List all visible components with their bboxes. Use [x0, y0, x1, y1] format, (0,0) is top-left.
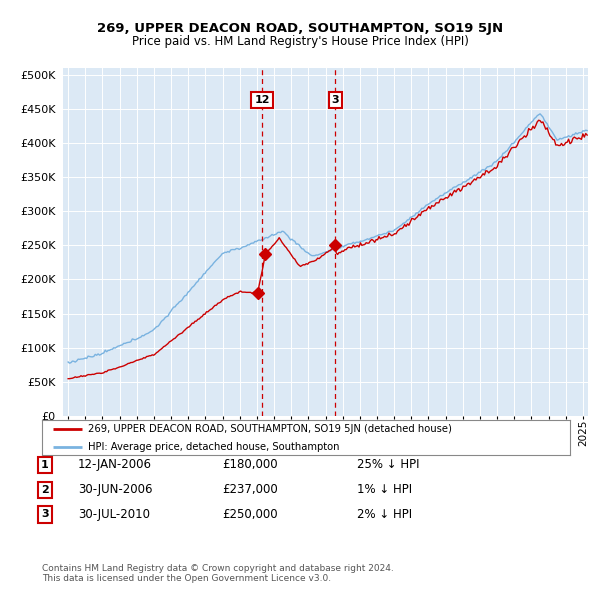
Text: 1% ↓ HPI: 1% ↓ HPI — [357, 483, 412, 496]
Text: 12: 12 — [254, 95, 270, 105]
Text: 30-JUL-2010: 30-JUL-2010 — [78, 508, 150, 521]
Text: 269, UPPER DEACON ROAD, SOUTHAMPTON, SO19 5JN: 269, UPPER DEACON ROAD, SOUTHAMPTON, SO1… — [97, 22, 503, 35]
Text: £180,000: £180,000 — [222, 458, 278, 471]
Text: £250,000: £250,000 — [222, 508, 278, 521]
Text: HPI: Average price, detached house, Southampton: HPI: Average price, detached house, Sout… — [88, 442, 340, 451]
Text: 12-JAN-2006: 12-JAN-2006 — [78, 458, 152, 471]
Text: 1: 1 — [41, 460, 49, 470]
Text: 3: 3 — [332, 95, 339, 105]
Text: 2: 2 — [41, 485, 49, 494]
Text: 2% ↓ HPI: 2% ↓ HPI — [357, 508, 412, 521]
Text: 3: 3 — [41, 510, 49, 519]
Text: 30-JUN-2006: 30-JUN-2006 — [78, 483, 152, 496]
Text: Contains HM Land Registry data © Crown copyright and database right 2024.
This d: Contains HM Land Registry data © Crown c… — [42, 563, 394, 583]
Text: Price paid vs. HM Land Registry's House Price Index (HPI): Price paid vs. HM Land Registry's House … — [131, 35, 469, 48]
Text: £237,000: £237,000 — [222, 483, 278, 496]
Text: 269, UPPER DEACON ROAD, SOUTHAMPTON, SO19 5JN (detached house): 269, UPPER DEACON ROAD, SOUTHAMPTON, SO1… — [88, 424, 452, 434]
Text: 25% ↓ HPI: 25% ↓ HPI — [357, 458, 419, 471]
